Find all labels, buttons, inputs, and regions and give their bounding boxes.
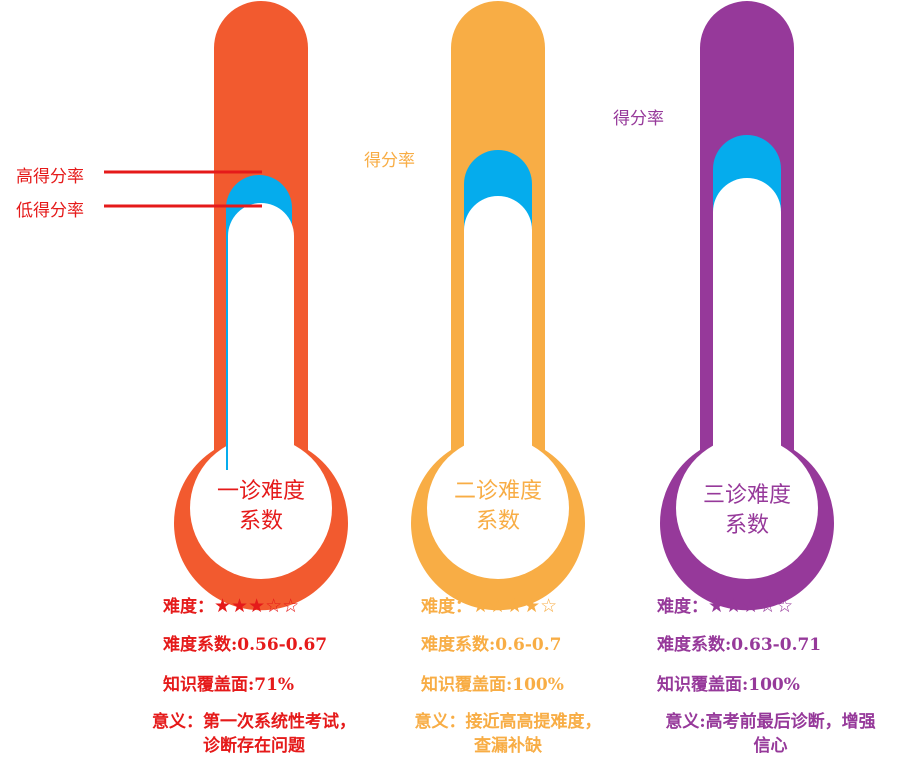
thermometer-3 bbox=[659, 1, 834, 611]
thermometer-2-title-line1: 二诊难度 bbox=[453, 479, 542, 504]
column-1-coefficient: 难度系数:0.56-0.67 bbox=[163, 635, 328, 655]
column-3-coefficient: 难度系数:0.63-0.71 bbox=[657, 635, 822, 655]
thermometer-1-title: 一诊难度 系数 bbox=[201, 477, 321, 537]
column-1-difficulty-label: 难度： bbox=[163, 597, 214, 617]
thermometer-3-title: 三诊难度 系数 bbox=[687, 481, 807, 541]
thermometer-2-score-label: 得分率 bbox=[364, 151, 415, 171]
column-3-meaning: 意义:高考前最后诊断，增强 信心 bbox=[628, 710, 913, 758]
column-2-difficulty: 难度：★★★★☆ bbox=[421, 592, 557, 617]
column-1-meaning: 意义：第一次系统性考试， 诊断存在问题 bbox=[128, 710, 380, 758]
thermometer-1 bbox=[174, 1, 348, 611]
column-1-difficulty-stars: ★★★☆☆ bbox=[214, 595, 300, 617]
column-3-coverage: 知识覆盖面:100% bbox=[657, 675, 800, 695]
column-3-meaning-line2: 信心 bbox=[753, 736, 788, 756]
thermometer-3-bulb-inner bbox=[676, 437, 818, 579]
thermometer-3-title-line2: 系数 bbox=[724, 513, 769, 538]
column-2-meaning-line2: 查漏补缺 bbox=[474, 736, 542, 756]
column-3-meaning-line1: 意义:高考前最后诊断，增强 bbox=[665, 712, 876, 732]
thermometer-3-score-label: 得分率 bbox=[613, 109, 664, 129]
legend-low-score: 低得分率 bbox=[16, 201, 84, 221]
thermometer-3-title-line1: 三诊难度 bbox=[702, 483, 791, 508]
thermometer-1-title-line2: 系数 bbox=[238, 509, 283, 534]
column-2-difficulty-label: 难度： bbox=[421, 597, 472, 617]
thermometer-2-bulb-inner bbox=[427, 437, 569, 579]
column-3-difficulty-label: 难度： bbox=[657, 597, 708, 617]
column-1-difficulty: 难度：★★★☆☆ bbox=[163, 592, 299, 617]
thermometer-2-column bbox=[464, 196, 532, 470]
thermometer-2 bbox=[411, 1, 585, 611]
thermometer-1-title-line1: 一诊难度 bbox=[216, 479, 305, 504]
column-2-difficulty-stars: ★★★★☆ bbox=[472, 595, 558, 617]
column-2-meaning: 意义：接近高高提难度， 查漏补缺 bbox=[392, 710, 624, 758]
column-2-coefficient: 难度系数:0.6-0.7 bbox=[421, 635, 562, 655]
column-2-meaning-line1: 意义：接近高高提难度， bbox=[414, 712, 602, 732]
column-1-coverage: 知识覆盖面:71% bbox=[163, 675, 295, 695]
column-1-meaning-line1: 意义：第一次系统性考试， bbox=[152, 712, 356, 732]
thermometer-2-title: 二诊难度 系数 bbox=[438, 477, 558, 537]
column-3-difficulty: 难度：★★★☆☆ bbox=[657, 592, 793, 617]
column-3-difficulty-stars: ★★★☆☆ bbox=[708, 595, 794, 617]
thermometer-1-column bbox=[228, 203, 294, 470]
column-2-coverage: 知识覆盖面:100% bbox=[421, 675, 564, 695]
legend-high-score: 高得分率 bbox=[16, 167, 84, 187]
thermometer-1-bulb-inner bbox=[190, 437, 332, 579]
thermometer-3-column bbox=[713, 178, 781, 470]
thermometer-2-title-line2: 系数 bbox=[475, 509, 520, 534]
column-1-meaning-line2: 诊断存在问题 bbox=[203, 736, 305, 756]
